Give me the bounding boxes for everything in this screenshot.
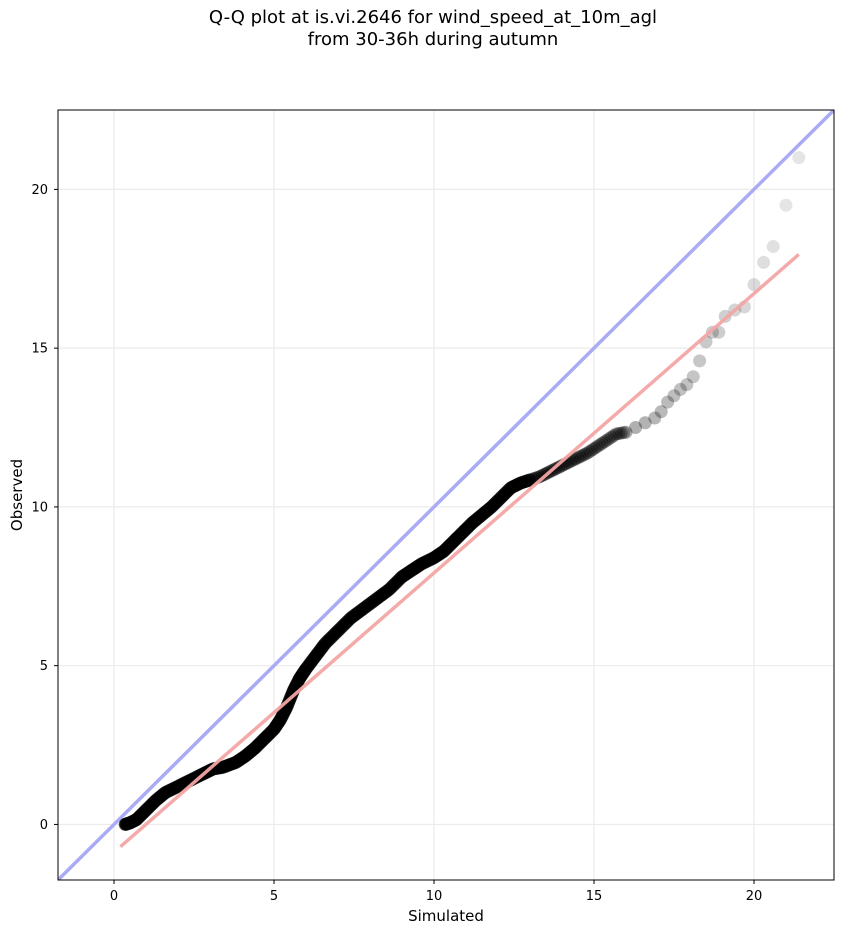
quantile-point-400 xyxy=(513,476,527,490)
quantile-point-442 xyxy=(600,433,614,447)
quantile-point-381 xyxy=(495,489,509,503)
quantile-point-386 xyxy=(500,485,514,499)
quantile-point-452 xyxy=(638,416,652,430)
quantile-point-388 xyxy=(502,483,516,497)
quantile-point-455 xyxy=(661,395,675,409)
quantile-point-393 xyxy=(507,479,521,493)
quantile-point-389 xyxy=(503,482,517,496)
chart-title-line-1: Q-Q plot at is.vi.2646 for wind_speed_at… xyxy=(208,7,658,28)
quantile-point-437 xyxy=(588,441,602,455)
identity-line xyxy=(58,110,834,880)
quantile-point-422 xyxy=(552,460,566,474)
x-tick-label-0: 0 xyxy=(110,889,118,904)
quantile-point-471 xyxy=(792,151,806,165)
quantile-point-434 xyxy=(581,446,595,460)
quantile-point-431 xyxy=(573,450,587,463)
quantile-point-439 xyxy=(593,438,607,452)
quantile-point-457 xyxy=(673,382,687,396)
quantile-point-459 xyxy=(686,370,700,384)
quantile-point-468 xyxy=(757,255,771,269)
quantile-point-454 xyxy=(654,405,668,419)
quantile-point-405 xyxy=(518,475,532,489)
quantile-point-428 xyxy=(566,453,580,467)
y-tick-label-4: 20 xyxy=(31,183,48,198)
quantile-point-385 xyxy=(499,486,513,500)
quantile-point-392 xyxy=(506,480,520,494)
quantile-point-404 xyxy=(517,475,531,489)
quantile-point-447 xyxy=(612,426,626,440)
chart-title-line-2: from 30-36h during autumn xyxy=(307,29,559,50)
quantile-point-429 xyxy=(569,452,583,466)
quantile-point-382 xyxy=(496,488,510,502)
quantile-point-436 xyxy=(585,443,599,457)
quantile-point-384 xyxy=(498,487,512,501)
quantile-point-410 xyxy=(523,473,537,487)
quantile-point-406 xyxy=(519,474,533,488)
y-tick-label-1: 5 xyxy=(40,659,48,674)
quantile-point-396 xyxy=(510,478,524,492)
quantile-point-432 xyxy=(576,448,590,462)
quantile-point-441 xyxy=(597,435,611,449)
y-axis-ticks: 0 5 10 15 20 xyxy=(31,183,58,833)
quantile-point-467 xyxy=(747,278,761,292)
quantile-point-408 xyxy=(521,474,535,488)
quantile-point-383 xyxy=(497,488,511,502)
quantile-point-446 xyxy=(609,427,623,441)
quantile-point-407 xyxy=(520,474,534,488)
chart-title: Q-Q plot at is.vi.2646 for wind_speed_at… xyxy=(0,7,843,51)
plot-frame xyxy=(57,109,835,881)
quantile-point-456 xyxy=(667,389,681,403)
quantile-point-445 xyxy=(607,428,621,442)
quantile-point-451 xyxy=(629,421,643,435)
x-tick-label-2: 10 xyxy=(426,889,443,904)
quantile-point-470 xyxy=(779,198,793,212)
quantile-point-444 xyxy=(605,430,619,444)
quantile-point-399 xyxy=(512,477,526,491)
quantile-point-397 xyxy=(511,478,525,492)
quantile-points xyxy=(118,151,806,831)
quantile-point-401 xyxy=(514,476,528,490)
quantile-point-448 xyxy=(614,426,628,440)
quantile-point-395 xyxy=(509,478,523,492)
y-tick-label-3: 15 xyxy=(31,342,48,357)
quantile-point-460 xyxy=(693,354,707,368)
x-tick-label-1: 5 xyxy=(270,889,278,904)
quantile-point-443 xyxy=(602,432,616,446)
x-tick-label-3: 15 xyxy=(586,889,603,904)
quantile-point-394 xyxy=(508,479,522,493)
x-tick-label-4: 20 xyxy=(746,889,763,904)
x-axis-label: Simulated xyxy=(408,907,484,925)
quantile-point-415 xyxy=(535,469,549,483)
quantile-point-391 xyxy=(505,480,519,494)
quantile-point-433 xyxy=(578,447,592,461)
quantile-point-469 xyxy=(766,240,780,254)
fit-line xyxy=(119,253,800,848)
y-tick-label-2: 10 xyxy=(31,500,48,515)
quantile-point-380 xyxy=(494,490,508,504)
quantile-point-453 xyxy=(648,411,662,425)
quantile-point-435 xyxy=(583,444,597,458)
y-tick-label-0: 0 xyxy=(40,818,48,833)
quantile-point-440 xyxy=(595,436,609,450)
quantile-point-449 xyxy=(617,426,631,440)
quantile-point-390 xyxy=(504,481,518,495)
quantile-point-430 xyxy=(571,451,585,465)
quantile-point-409 xyxy=(522,473,536,487)
x-axis-ticks: 0 5 10 15 20 xyxy=(110,880,762,904)
quantile-point-438 xyxy=(590,440,604,454)
quantile-point-387 xyxy=(501,484,515,498)
quantile-point-458 xyxy=(680,378,694,392)
quantile-point-402 xyxy=(515,475,529,489)
quantile-point-403 xyxy=(516,475,530,489)
grid-lines xyxy=(58,110,834,880)
y-axis-label: Observed xyxy=(8,459,26,531)
quantile-point-450 xyxy=(619,425,633,439)
quantile-point-398 xyxy=(511,477,525,491)
